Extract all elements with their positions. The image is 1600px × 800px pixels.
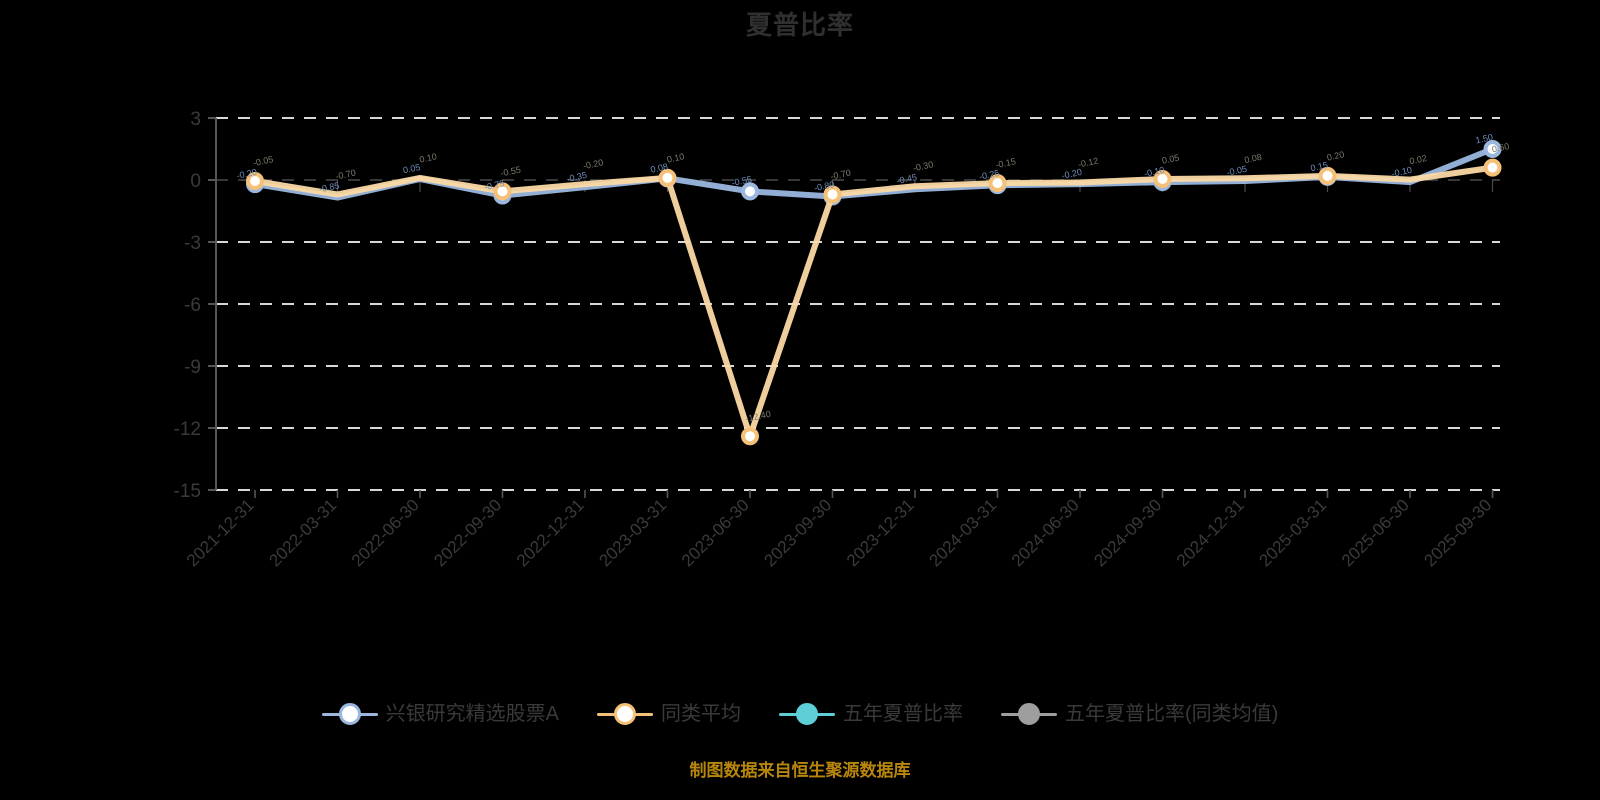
data-point-label: -0.05 (252, 154, 274, 168)
x-axis-tick-label: 2022-09-30 (430, 495, 505, 570)
data-point-label: -0.75 (483, 178, 505, 192)
legend-marker-icon (321, 703, 378, 725)
legend-marker-icon (597, 703, 653, 725)
data-point-label: -0.20 (582, 157, 604, 171)
series-line (252, 164, 1496, 440)
data-point-label: -0.35 (566, 170, 588, 184)
data-point-label: -0.20 (1061, 167, 1083, 181)
legend-marker-icon (779, 703, 835, 725)
x-axis-tick-label: 2023-12-31 (843, 495, 918, 570)
data-point-label: -0.70 (830, 168, 852, 182)
data-series-group (246, 140, 1502, 446)
data-point-label: -0.30 (912, 159, 934, 173)
data-point-label: 0.05 (402, 162, 421, 175)
data-point-label: 0.20 (1326, 149, 1345, 162)
x-axis-tick-label: 2021-12-31 (183, 495, 258, 570)
legend-dot-icon (1018, 703, 1040, 725)
legend-item-label: 同类平均 (661, 703, 741, 725)
data-point-label: 1.50 (1475, 132, 1494, 145)
x-axis-labels-group: 2021-12-31 2022-03-31 2022-06-30 2022-09-30… (183, 495, 1495, 570)
x-axis-tick-label: 2022-03-31 (265, 495, 340, 570)
x-axis-tick-label: 2024-12-31 (1173, 495, 1248, 570)
series-point-marker (1483, 140, 1502, 158)
series-point-marker (741, 427, 759, 446)
data-point-label: 0.60 (1491, 141, 1510, 154)
gridlines-group (216, 117, 1500, 491)
legend-item-label: 五年夏普比率 (843, 703, 963, 725)
x-axis-tick-label: 2024-09-30 (1090, 495, 1165, 570)
data-point-label: -0.15 (995, 156, 1017, 170)
x-axis-tick-label: 2023-03-31 (595, 495, 670, 570)
data-point-label: -0.12 (1077, 156, 1099, 170)
data-point-label: 0.10 (666, 151, 685, 164)
series-point-marker (988, 174, 1007, 193)
x-axis-ticks (254, 180, 1494, 498)
data-point-label: 0.10 (419, 151, 438, 164)
data-point-label: -0.55 (731, 174, 753, 188)
legend-item-label: 五年夏普比率(同类均值) (1065, 703, 1279, 725)
data-point-label: -0.25 (978, 168, 1000, 182)
data-point-label: -0.10 (1391, 165, 1413, 179)
chart-plot-area: 3 0 -3 -6 -9 -12 -15 -0.20 -0.85 0.05 -0.75 -0.35 0… (174, 109, 1511, 570)
legend-dot-icon (338, 703, 361, 725)
x-axis-tick-label: 2025-03-31 (1255, 495, 1330, 570)
x-axis-tick-label: 2025-06-30 (1338, 495, 1413, 570)
data-point-label: 0.15 (1310, 160, 1329, 173)
data-point-label: 0.05 (1161, 152, 1180, 165)
legend-dot-icon (796, 703, 818, 725)
x-axis-tick-label: 2024-06-30 (1008, 495, 1083, 570)
chart-title: 夏普比率 (745, 10, 854, 40)
data-point-label: -0.05 (1226, 164, 1248, 178)
y-axis-tick-label: -3 (184, 233, 201, 254)
x-axis-tick-label: 2023-09-30 (760, 495, 835, 570)
x-axis-tick-label: 2022-12-31 (513, 495, 588, 570)
y-axis-tick-label: -6 (184, 295, 201, 316)
series-point-marker (658, 168, 677, 187)
series-point-marker (246, 172, 264, 191)
y-axis-tick-label: -15 (174, 481, 201, 502)
y-axis-tick-label: -12 (174, 419, 201, 440)
data-point-label: 0.02 (1409, 153, 1428, 166)
series-point-marker (493, 182, 512, 201)
legend-item[interactable]: 同类平均 (597, 703, 741, 725)
chart-legend: 兴银研究精选股票A 同类平均 五年夏普比率 五年夏普比率(同类均值) (0, 703, 1600, 725)
legend-item[interactable]: 五年夏普比率(同类均值) (1001, 703, 1278, 725)
x-axis-tick-label: 2022-06-30 (348, 495, 423, 570)
y-axis-tick-label: 3 (190, 109, 201, 130)
data-point-label: -0.10 (1143, 165, 1165, 179)
legend-dot-icon (614, 703, 636, 725)
series-point-marker (1318, 166, 1337, 185)
data-point-label: -0.20 (236, 167, 258, 181)
data-point-label: -0.55 (500, 164, 522, 178)
y-axis-ticks: 3 0 -3 -6 -9 -12 -15 (174, 109, 216, 502)
y-axis-tick-label: -9 (184, 357, 201, 378)
x-axis-tick-label: 2024-03-31 (925, 495, 1000, 570)
data-point-label: -0.45 (896, 172, 918, 186)
data-point-label: -0.85 (318, 180, 340, 194)
legend-item[interactable]: 五年夏普比率 (779, 703, 963, 725)
legend-marker-icon (1001, 703, 1057, 725)
data-point-label: -0.70 (335, 168, 357, 182)
x-axis-tick-label: 2023-06-30 (678, 495, 753, 570)
series-point-marker (741, 182, 759, 201)
series-point-marker (1153, 169, 1172, 188)
series-point-marker (1483, 158, 1502, 177)
data-point-label: -0.80 (813, 179, 835, 193)
series-point-marker (823, 185, 842, 204)
data-point-label: 0.08 (650, 161, 669, 174)
legend-item-label: 兴银研究精选股票A (385, 703, 559, 725)
x-axis-tick-label: 2025-09-30 (1420, 495, 1495, 570)
data-source-note: 制图数据来自恒生聚源数据库 (689, 761, 911, 780)
data-point-label: 0.08 (1244, 152, 1263, 165)
y-axis-tick-label: 0 (190, 171, 201, 192)
legend-item[interactable]: 兴银研究精选股票A (321, 703, 559, 725)
data-point-labels-group: -0.20-0.850.05-0.75-0.350.08-0.55 -0.80-0… (236, 132, 1511, 424)
